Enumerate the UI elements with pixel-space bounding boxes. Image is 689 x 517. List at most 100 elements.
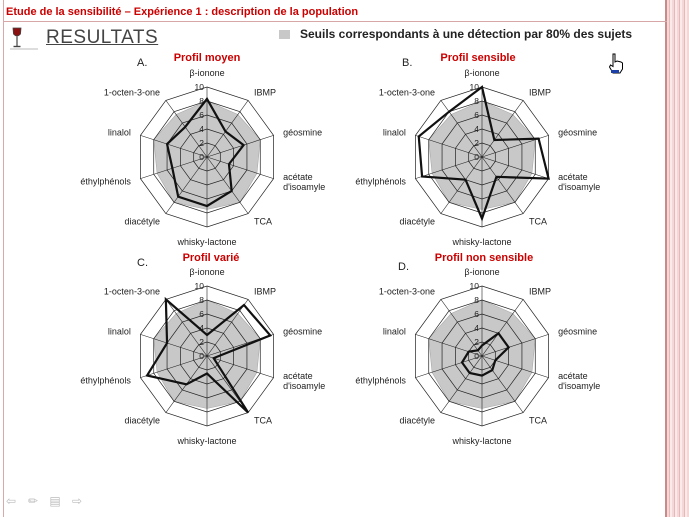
axis-label-linalol: linalol (108, 127, 131, 137)
axis-label-ionone: β-ionone (189, 68, 224, 78)
chart-letter: C. (137, 257, 148, 269)
chart-title: Profil non sensible (435, 252, 533, 264)
axis-label-1-octen-3-one: 1-octen-3-one (379, 87, 435, 97)
radar-chart-profil-sensible: Profil sensible B. 0 2 4 6 8 10 β-ionone IBMP géos… (355, 52, 600, 247)
grid-spoke (206, 100, 249, 158)
grid-spoke (440, 299, 483, 357)
grid-spoke (206, 355, 274, 378)
axis-label-linalol: linalol (383, 326, 406, 336)
radial-tick-label: 2 (474, 337, 479, 347)
grid-spoke (440, 355, 483, 413)
radial-tick-label: 8 (199, 295, 204, 305)
left-border-line (3, 0, 4, 517)
grid-spoke (440, 100, 483, 158)
radial-tick-label: 10 (470, 82, 480, 92)
axis-label-1-octen-3-one: 1-octen-3-one (104, 286, 160, 296)
grid-spoke (165, 100, 208, 158)
axis-label-diacetyle: diacétyle (399, 217, 435, 227)
profile-line (145, 296, 273, 414)
radial-tick-label: 2 (199, 337, 204, 347)
legend: Seuils correspondants à une détection pa… (279, 27, 632, 41)
section-title: RESULTATS (46, 27, 159, 48)
radial-tick-label: 4 (474, 124, 479, 134)
grid-spoke (440, 156, 483, 214)
radial-tick-label: 6 (199, 110, 204, 120)
profile-line (460, 331, 511, 377)
axis-label-geosmine: géosmine (283, 326, 322, 336)
radial-tick-label: 8 (199, 96, 204, 106)
radial-tick-label: 0 (199, 152, 204, 162)
chart-title: Profil varié (183, 252, 240, 264)
legend-label: Seuils correspondants à une détection pa… (300, 27, 633, 41)
axis-label-whisky-lactone: whisky-lactone (451, 436, 511, 446)
axis-label-1-octen-3-one: 1-octen-3-one (379, 286, 435, 296)
grid-spoke (140, 156, 208, 179)
radial-tick-label: 6 (199, 309, 204, 319)
grid-spoke (165, 299, 208, 357)
radial-tick-label: 8 (474, 295, 479, 305)
menu-icon[interactable]: ▤ (49, 494, 61, 508)
axis-label-tca: TCA (254, 217, 272, 227)
axis-label-ionone: β-ionone (464, 267, 499, 277)
grid-spoke (206, 156, 249, 214)
axis-label-acetate-d-isoamyle: acétate d'isoamyle (558, 172, 600, 192)
grid-spoke (415, 355, 483, 378)
radial-tick-label: 8 (474, 96, 479, 106)
grid-spoke (415, 156, 483, 179)
radial-tick-label: 6 (474, 309, 479, 319)
header-divider (4, 21, 667, 22)
header-title: Etude de la sensibilité – Expérience 1 :… (6, 6, 359, 18)
radar-chart-profil-varie: Profil varié C. 0 2 4 6 8 10 β-ionone IBMP géosmin… (80, 252, 325, 446)
axis-label-geosmine: géosmine (283, 127, 322, 137)
grid-spoke (206, 299, 249, 357)
axis-label-linalol: linalol (108, 326, 131, 336)
axis-label-ibmp: IBMP (254, 286, 276, 296)
radial-tick-label: 10 (195, 281, 205, 291)
radar-chart-profil-moyen: Profil moyen A. 0 2 4 6 8 10 β-ionone IBMP géosmin… (80, 52, 325, 247)
grid-spoke (140, 135, 208, 158)
radial-tick-label: 0 (199, 351, 204, 361)
radial-tick-label: 2 (199, 138, 204, 148)
axis-label-ionone: β-ionone (189, 267, 224, 277)
grid-spoke (481, 299, 524, 357)
axis-label-acetate-d-isoamyle: acétate d'isoamyle (558, 371, 600, 391)
decorative-side-band (665, 0, 689, 517)
legend-swatch (279, 29, 290, 39)
axis-label-acetate-d-isoamyle: acétate d'isoamyle (283, 172, 325, 192)
axis-label-ibmp: IBMP (529, 286, 551, 296)
axis-label-whisky-lactone: whisky-lactone (176, 237, 236, 247)
arrow-left-icon[interactable]: ⇦ (5, 494, 17, 508)
axis-label-tca: TCA (254, 416, 272, 426)
profile-line (417, 85, 550, 222)
grid-spoke (481, 100, 524, 158)
grid-spoke (140, 355, 208, 378)
grid-spoke (481, 156, 549, 179)
axis-label-geosmine: géosmine (558, 127, 597, 137)
axis-label-ibmp: IBMP (254, 87, 276, 97)
axis-label-linalol: linalol (383, 127, 406, 137)
radial-tick-label: 10 (195, 82, 205, 92)
axis-label-tca: TCA (529, 217, 547, 227)
grid-spoke (140, 334, 208, 357)
arrow-right-icon[interactable]: ⇨ (71, 494, 83, 508)
radial-tick-label: 2 (474, 138, 479, 148)
axis-label-ibmp: IBMP (529, 87, 551, 97)
radar-chart-profil-non-sensible: Profil non sensible D. 0 2 4 6 8 10 β-ionone IBMP… (355, 252, 600, 446)
wine-glass-icon (10, 27, 38, 50)
radial-tick-label: 10 (470, 281, 480, 291)
axis-label-acetate-d-isoamyle: acétate d'isoamyle (283, 371, 325, 391)
axis-label-ethylphenols: éthylphénols (80, 177, 131, 187)
radial-tick-label: 4 (199, 124, 204, 134)
axis-label-diacetyle: diacétyle (399, 416, 435, 426)
radial-tick-label: 0 (474, 152, 479, 162)
profile-line (165, 96, 246, 208)
pen-icon[interactable]: ✏ (27, 494, 39, 508)
chart-letter: D. (398, 261, 409, 273)
axis-label-diacetyle: diacétyle (124, 217, 160, 227)
axis-label-ethylphenols: éthylphénols (80, 376, 131, 386)
chart-letter: A. (137, 57, 147, 69)
grid-spoke (206, 135, 274, 158)
axis-label-geosmine: géosmine (558, 326, 597, 336)
grid-spoke (481, 355, 524, 413)
